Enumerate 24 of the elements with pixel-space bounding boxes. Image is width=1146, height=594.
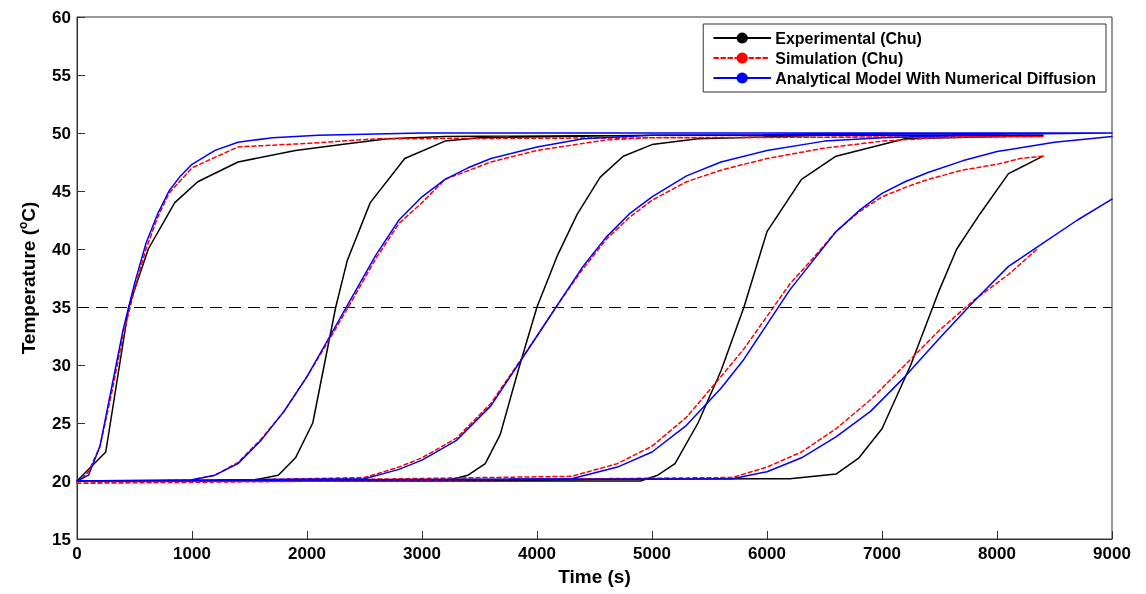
x-tick-label: 8000: [978, 544, 1016, 563]
y-tick-label: 15: [52, 529, 71, 549]
y-tick-label: 60: [52, 7, 71, 27]
y-tick-label: 30: [52, 355, 71, 375]
y-tick-label: 20: [52, 471, 71, 491]
x-axis-title: Time (s): [558, 565, 631, 587]
x-tick-label: 3000: [403, 544, 441, 563]
y-tick-label: 35: [52, 297, 71, 317]
legend-label: Analytical Model With Numerical Diffusion: [775, 69, 1096, 87]
legend-label: Simulation (Chu): [775, 49, 904, 67]
y-tick-label: 55: [52, 65, 71, 85]
x-tick-label: 9000: [1093, 544, 1131, 563]
x-tick-label: 1000: [173, 544, 211, 563]
y-tick-label: 25: [52, 413, 71, 433]
y-tick-label: 45: [52, 181, 71, 201]
x-tick-label: 2000: [288, 544, 326, 563]
x-tick-label: 0: [72, 544, 82, 563]
x-tick-label: 6000: [748, 544, 786, 563]
x-tick-label: 4000: [518, 544, 556, 563]
x-tick-label: 7000: [863, 544, 901, 563]
legend-label: Experimental (Chu): [775, 29, 922, 47]
x-tick-label: 5000: [633, 544, 671, 563]
y-tick-label: 50: [52, 123, 71, 143]
y-tick-label: 40: [52, 239, 71, 259]
